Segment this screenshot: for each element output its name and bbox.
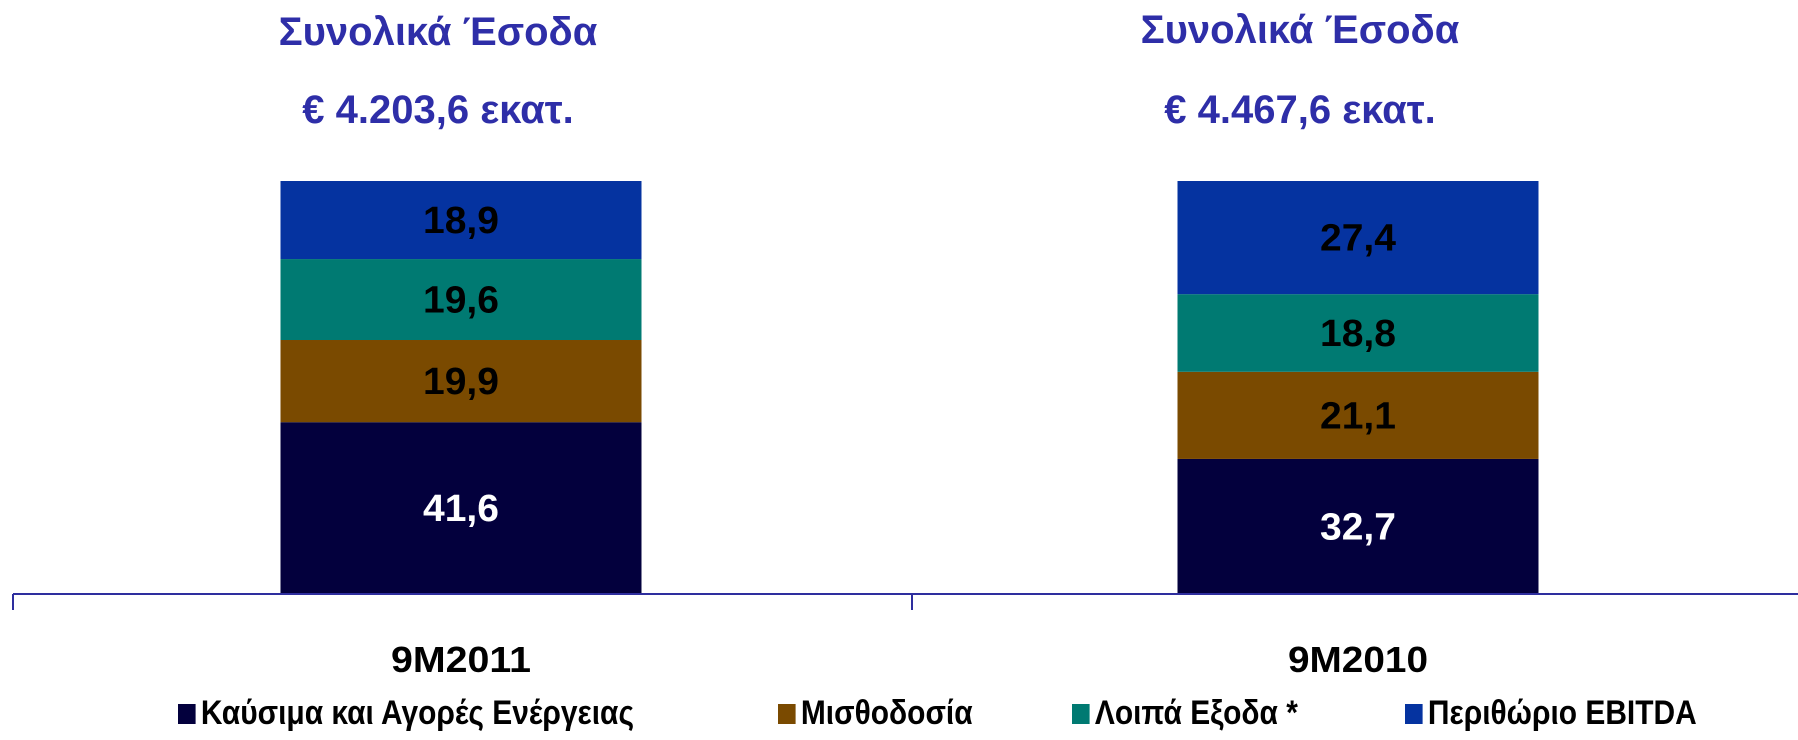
bar-segment-payroll-9m2010	[1177, 371, 1539, 459]
legend-swatch-other	[1072, 703, 1090, 724]
data-label-other-9m2010: 18,8	[1320, 313, 1396, 355]
bar-segment-ebitda-9m2011	[280, 181, 642, 260]
legend-label-payroll: Μισθοδοσία	[800, 694, 973, 732]
bar-segment-payroll-9m2011	[280, 340, 642, 423]
x-tick-label-9m2010: 9M2010	[1288, 639, 1428, 680]
legend-swatch-fuel	[178, 703, 196, 724]
legend-swatch-payroll	[778, 703, 796, 724]
chart-title-line1-9m2011: Συνολικά Έσοδα	[278, 10, 598, 54]
stacked-bar-chart: 41,6 19,9 19,6 18,9 9M2011 32,7 21,1 18,8 27,4 9M…	[12, 181, 1798, 680]
bar-segment-other-9m2011	[280, 259, 642, 341]
data-label-payroll-9m2011: 19,9	[423, 361, 499, 403]
data-label-payroll-9m2010: 21,1	[1320, 395, 1396, 437]
legend-label-fuel: Καύσιμα και Αγορές Ενέργειας	[200, 694, 635, 732]
data-label-fuel-9m2011: 41,6	[423, 488, 499, 530]
legend-item-fuel: Καύσιμα και Αγορές Ενέργειας	[178, 694, 634, 733]
bar-segment-fuel-9m2011	[280, 422, 642, 594]
data-label-other-9m2011: 19,6	[423, 280, 499, 322]
chart-title-line2-9m2011: € 4.203,6 εκατ.	[302, 88, 574, 132]
chart-title-line2-9m2010: € 4.467,6 εκατ.	[1164, 88, 1436, 132]
legend-item-ebitda: Περιθώριο EBITDA	[1405, 694, 1697, 733]
legend-swatch-ebitda	[1405, 703, 1423, 724]
legend-label-other: Λοιπά Εξοδα *	[1094, 694, 1298, 732]
data-label-ebitda-9m2011: 18,9	[423, 200, 499, 242]
legend-label-ebitda: Περιθώριο EBITDA	[1427, 694, 1697, 732]
bar-segment-other-9m2010	[1177, 294, 1539, 372]
bar-segment-ebitda-9m2010	[1177, 181, 1539, 295]
chart-title-line1-9m2010: Συνολικά Έσοδα	[1140, 8, 1460, 52]
legend-item-other: Λοιπά Εξοδα *	[1072, 694, 1298, 733]
data-label-ebitda-9m2010: 27,4	[1320, 218, 1396, 260]
data-label-fuel-9m2010: 32,7	[1320, 506, 1396, 548]
x-tick-label-9m2011: 9M2011	[391, 639, 531, 680]
bar-segment-fuel-9m2010	[1177, 458, 1539, 594]
legend-item-payroll: Μισθοδοσία	[778, 694, 973, 733]
